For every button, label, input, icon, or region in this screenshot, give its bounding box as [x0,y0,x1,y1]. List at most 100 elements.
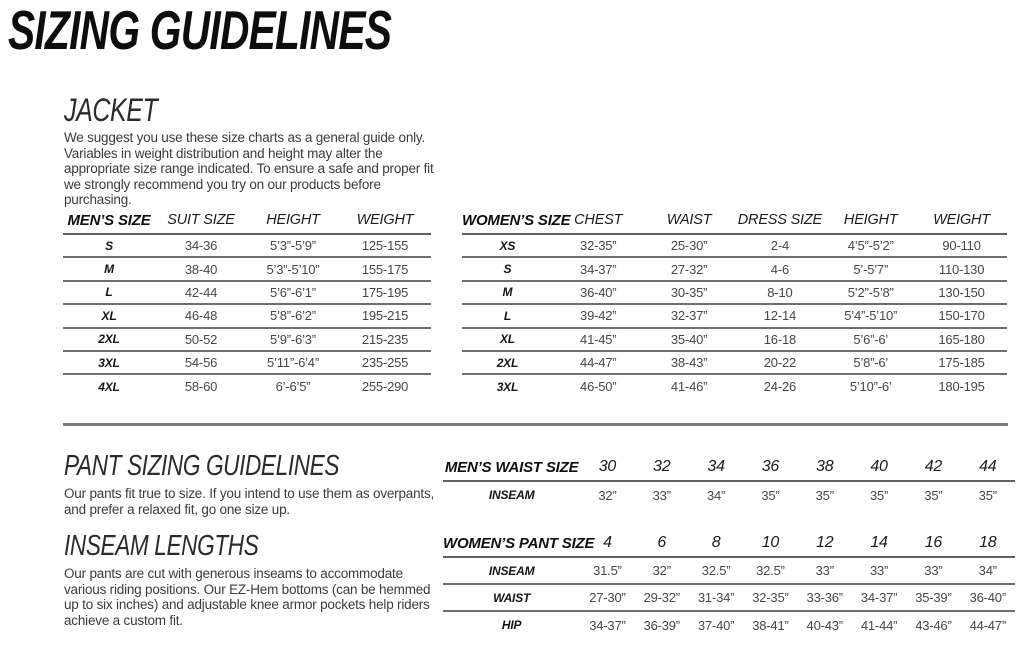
column-header: 18 [960,530,1015,558]
column-header: DRESS SIZE [734,207,826,235]
column-header: WOMEN’S SIZE [462,207,571,235]
table-cell: 38-40 [155,257,247,282]
table-cell: 32-37” [643,304,735,329]
column-header: SUIT SIZE [155,207,247,235]
jacket-description: We suggest you use these size charts as … [64,130,434,207]
table-cell: 44-47” [969,617,1007,633]
table-cell: 12-14 [734,304,826,329]
column-header: HEIGHT [825,207,917,235]
column-header: WAIST [643,207,735,235]
table-cell: 46-50” [580,379,617,395]
table-cell: 32.5” [688,557,744,585]
table-cell: 32-35” [743,584,798,612]
table-cell: 4-6 [734,257,826,282]
table-cell: 27-30” [580,584,635,612]
table-cell: 27-32” [643,257,735,282]
table-cell: 34” [706,487,726,503]
table-cell: 34-37” [589,617,626,633]
table-row: L 42-44 5’6”-6’1” 175-195 [63,280,431,306]
womens-pant-size-table: WOMEN’S PANT SIZE 4 6 8 10 12 14 16 18 INSEAM 31.5… [443,530,1015,638]
table-cell: 33” [906,557,961,585]
table-cell: 5’6”-6’ [825,327,917,352]
table-cell: 25-30” [643,234,735,259]
table-cell: 24-26 [763,379,797,395]
table-cell: 130-150 [916,280,1007,306]
column-header: 44 [960,454,1015,482]
table-cell: 110-130 [916,257,1007,282]
table-cell: 54-56 [155,350,247,376]
table-cell: 58-60 [184,379,218,395]
table-cell: 34-36 [155,234,247,259]
table-cell: 155-175 [339,257,431,282]
row-label: XS [462,234,553,259]
table-cell: 50-52 [155,327,247,352]
row-label: L [63,280,155,306]
table-row: 2XL 50-52 5’9”-6’3” 215-235 [63,327,431,352]
table-cell: 195-215 [339,304,431,329]
table-cell: 32-35” [552,234,644,259]
table-cell: 215-235 [339,327,431,352]
table-cell: 150-170 [916,304,1007,329]
table-row: M 38-40 5’3”-5’10” 155-175 [63,257,431,282]
column-header: 34 [688,454,744,482]
row-label: HIP [501,618,522,632]
row-label: 2XL [462,350,553,376]
table-cell: 5’2”-5’8” [825,280,917,306]
table-cell: 31-34” [688,584,744,612]
column-header: 12 [797,530,852,558]
column-header: MEN’S WAIST SIZE [443,454,581,482]
table-row: XS 32-35” 25-30” 2-4 4’5”-5’2” 90-110 [462,234,1007,259]
pant-sizing-description: Our pants fit true to size. If you inten… [64,486,435,517]
inseam-lengths-description: Our pants are cut with generous inseams … [64,566,431,628]
section-divider [63,423,1008,426]
table-cell: 90-110 [916,234,1007,259]
table-cell: 175-195 [339,280,431,306]
column-header: 6 [634,530,689,558]
table-cell: 34-37” [552,257,644,282]
column-header: 14 [851,530,907,558]
table-cell: 32” [598,487,617,503]
column-header: HEIGHT [247,207,339,235]
table-cell: 36-40” [960,584,1015,612]
table-cell: 5’8”-6’ [825,350,917,376]
table-cell: 5’8”-6’2” [247,304,339,329]
table-cell: 35-40” [643,327,735,352]
table-cell: 35-39” [906,584,961,612]
row-label: XL [462,327,553,352]
column-header: WEIGHT [339,207,431,235]
table-row: 2XL 44-47” 38-43” 20-22 5’8”-6’ 175-185 [462,350,1007,376]
table-row: 3XL 54-56 5’11”-6’4” 235-255 [63,350,431,376]
table-cell: 5’10”-6’ [849,379,892,395]
mens-jacket-size-table: MEN’S SIZE SUIT SIZE HEIGHT WEIGHT S 34-36 5’3… [63,207,431,398]
table-cell: 33” [851,557,907,585]
table-row: XL 41-45” 35-40” 16-18 5’6”-6’ 165-180 [462,327,1007,352]
table-cell: 38-43” [643,350,735,376]
row-label: 3XL [63,350,155,376]
table-row: S 34-37” 27-32” 4-6 5’-5’7” 110-130 [462,257,1007,282]
table-cell: 20-22 [734,350,826,376]
table-cell: 125-155 [339,234,431,259]
table-cell: 36-40” [552,280,644,306]
table-cell: 4’5”-5’2” [825,234,917,259]
table-cell: 33-36” [797,584,852,612]
table-cell: 5’3”-5’10” [247,257,339,282]
row-label: INSEAM [488,488,535,502]
table-row: L 39-42” 32-37” 12-14 5’4”-5’10” 150-170 [462,304,1007,329]
row-label: M [63,257,155,282]
table-row: INSEAM 31.5” 32” 32.5” 32.5” 33” 33” 33” 34” [443,557,1015,585]
row-label: L [462,304,553,329]
jacket-heading: JACKET [64,92,158,128]
column-header: 40 [851,454,907,482]
column-header: 10 [743,530,798,558]
table-cell: 43-46” [915,617,952,633]
table-cell: 39-42” [552,304,644,329]
page-title: SIZING GUIDELINES [8,0,392,61]
column-header: MEN’S SIZE [63,207,155,235]
table-row: S 34-36 5’3”-5’9” 125-155 [63,234,431,259]
table-cell: 180-195 [938,379,985,395]
table-cell: 5’9”-6’3” [247,327,339,352]
header-row: WOMEN’S SIZE CHEST WAIST DRESS SIZE HEIGHT WE… [462,207,1007,235]
table-cell: 42-44 [155,280,247,306]
table-cell: 35” [815,487,834,503]
table-cell: 5’3”-5’9” [247,234,339,259]
